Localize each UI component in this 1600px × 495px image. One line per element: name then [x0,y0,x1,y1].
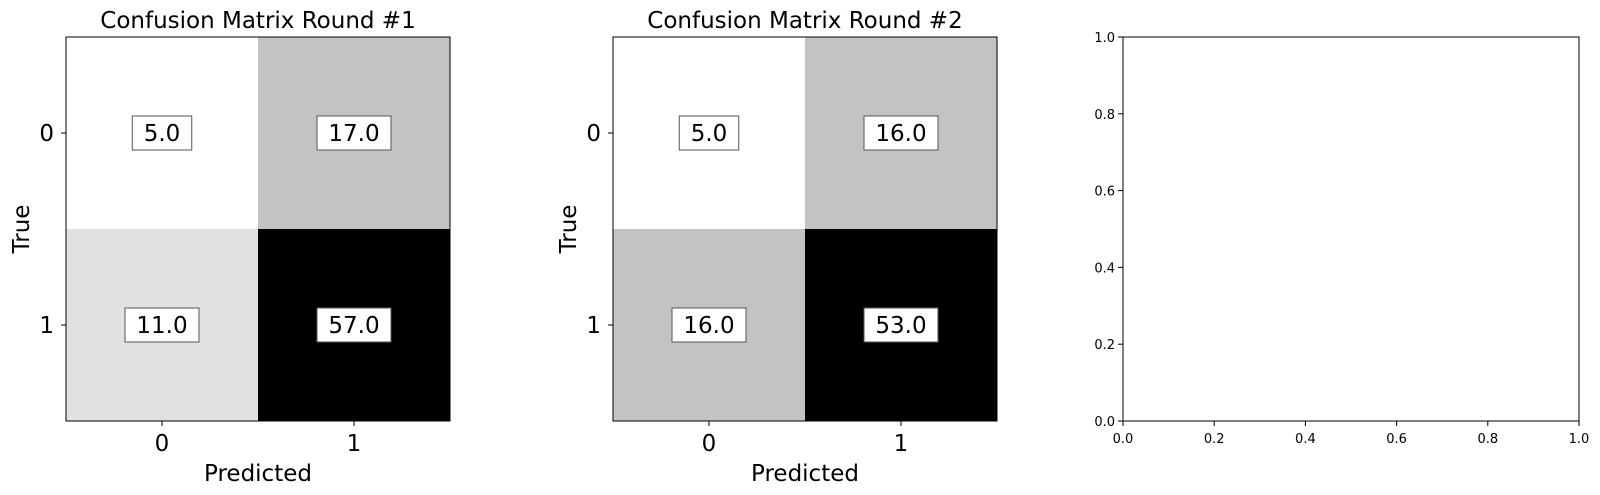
x-tick-label: 1 [894,431,909,457]
cell-label-box-r1-c0 [671,307,747,343]
axes-frame [65,36,451,422]
cell-label-box-r0-c1 [863,115,939,151]
cell-value-r1-c1: 53.0 [875,313,926,339]
y-tick-label: 0.0 [1094,415,1115,430]
chart-title: Confusion Matrix Round #1 [100,8,415,34]
x-tick-label: 0 [155,431,170,457]
cell-label-box-r0-c0 [131,115,193,151]
x-axis-label: Predicted [204,461,312,487]
cell-value-r1-c0: 11.0 [136,313,187,339]
y-tick-label: 0.6 [1094,185,1115,200]
cell-value-r0-c1: 16.0 [875,121,926,147]
cell-value-r0-c1: 17.0 [328,121,379,147]
x-tick-label: 0.0 [1113,432,1134,447]
y-tick-label: 0.8 [1094,108,1115,123]
y-tick-label: 1 [39,313,54,339]
cell-value-r1-c0: 16.0 [683,313,734,339]
x-tick-label: 0.4 [1295,432,1316,447]
y-axis-label: True [556,205,582,255]
confusion-matrix-1: 5.0 17.0 11.0 57.0 0 1 0 1 Confusion Matrix Roun… [9,8,451,487]
axes-frame [1122,36,1580,422]
cell-value-r0-c0: 5.0 [691,121,728,147]
axes-frame [612,36,998,422]
cell-label-box-r1-c1 [316,307,392,343]
x-axis-label: Predicted [751,461,859,487]
cell-label-box-r0-c1 [316,115,392,151]
cell-label-box-r1-c1 [863,307,939,343]
x-tick-label: 0.2 [1204,432,1225,447]
x-tick-label: 0.8 [1477,432,1498,447]
cell-value-r1-c1: 57.0 [328,313,379,339]
y-tick-label: 1.0 [1094,31,1115,46]
y-tick-label: 0 [586,121,601,147]
y-tick-label: 1 [586,313,601,339]
confusion-matrix-2: 5.0 16.0 16.0 53.0 0 1 0 1 Confusion Matrix Roun… [556,8,998,487]
x-tick-label: 0 [702,431,717,457]
empty-axes: 0.0 0.2 0.4 0.6 0.8 1.0 0.0 0.2 0.4 0.6 0.8 1.0 [1094,31,1589,447]
cell-value-r0-c0: 5.0 [144,121,181,147]
x-tick-label: 1 [347,431,362,457]
y-tick-label: 0.4 [1094,261,1115,276]
x-tick-label: 0.6 [1386,432,1407,447]
y-tick-label: 0 [39,121,54,147]
cell-label-box-r0-c0 [678,115,740,151]
chart-title: Confusion Matrix Round #2 [647,8,962,34]
x-tick-label: 1.0 [1569,432,1590,447]
cell-label-box-r1-c0 [124,307,200,343]
y-tick-label: 0.2 [1094,338,1115,353]
y-axis-label: True [9,205,35,255]
